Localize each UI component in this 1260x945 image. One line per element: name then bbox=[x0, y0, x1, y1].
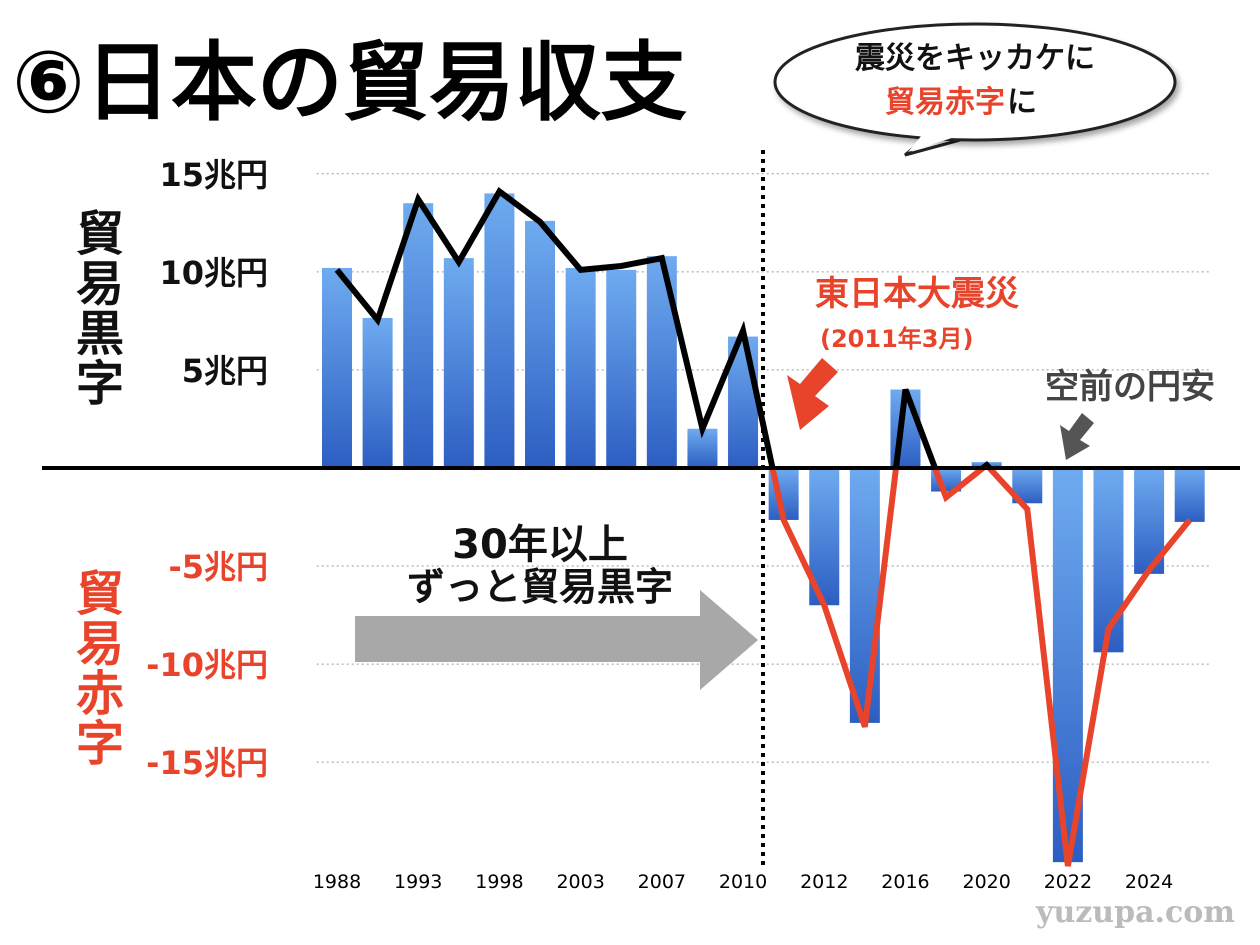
chart-title: ⑥日本の貿易収支 bbox=[12, 33, 687, 133]
trend-line bbox=[334, 187, 994, 468]
bar bbox=[1174, 467, 1205, 522]
quake-arrow bbox=[787, 358, 838, 430]
bar bbox=[1093, 467, 1124, 653]
bar bbox=[849, 467, 880, 723]
x-tick-label: 2020 bbox=[962, 871, 1010, 893]
bubble-line: 震災をキッカケに bbox=[855, 41, 1095, 76]
period-arrow bbox=[355, 590, 758, 690]
watermark: yuzupa.com bbox=[1035, 895, 1235, 930]
bar bbox=[484, 193, 515, 468]
x-tick-label: 2022 bbox=[1044, 871, 1092, 893]
x-tick-label: 2012 bbox=[800, 871, 848, 893]
y-tick-label: 15兆円 bbox=[159, 156, 268, 194]
x-tick-label: 2007 bbox=[638, 871, 686, 893]
annotation: (2011年3月) bbox=[820, 325, 973, 353]
annotation: 東日本大震災 bbox=[815, 274, 1019, 314]
bar bbox=[646, 256, 677, 468]
bar bbox=[362, 317, 393, 468]
x-tick-label: 1998 bbox=[475, 871, 523, 893]
y-tick-label: 5兆円 bbox=[182, 352, 268, 390]
bar bbox=[443, 258, 474, 468]
annotation: 空前の円安 bbox=[1045, 367, 1215, 407]
y-tick-label: 10兆円 bbox=[159, 254, 268, 292]
x-tick-label: 1993 bbox=[394, 871, 442, 893]
bubble-tail: に bbox=[1007, 85, 1037, 120]
x-tick-label: 2003 bbox=[556, 871, 604, 893]
deficit-label: 貿易赤字 bbox=[67, 568, 124, 768]
yen-arrow bbox=[1060, 413, 1094, 460]
bar bbox=[606, 269, 637, 468]
trend-line bbox=[769, 467, 1193, 867]
bar bbox=[403, 203, 434, 468]
y-tick-label: -5兆円 bbox=[168, 548, 268, 586]
bar bbox=[322, 267, 353, 468]
annotation: ずっと貿易黒字 bbox=[407, 565, 673, 609]
x-tick-label: 2016 bbox=[881, 871, 929, 893]
bar bbox=[525, 220, 556, 468]
speech-bubble: 震災をキッカケに 貿易赤字 に bbox=[773, 22, 1177, 157]
bubble-highlight: 貿易赤字 bbox=[885, 85, 1005, 120]
plot: 15兆円 10兆円 5兆円 -5兆円 -10兆円 -15兆円 1988 1993 1998 200… bbox=[146, 156, 1210, 893]
surplus-label: 貿易黒字 bbox=[67, 208, 124, 408]
annotation: 30年以上 bbox=[452, 522, 628, 568]
x-tick-label: 2024 bbox=[1125, 871, 1173, 893]
x-tick-label: 2010 bbox=[719, 871, 767, 893]
y-tick-label: -15兆円 bbox=[146, 744, 268, 782]
y-tick-label: -10兆円 bbox=[146, 646, 268, 684]
x-tick-label: 1988 bbox=[313, 871, 361, 893]
bar bbox=[565, 267, 596, 468]
